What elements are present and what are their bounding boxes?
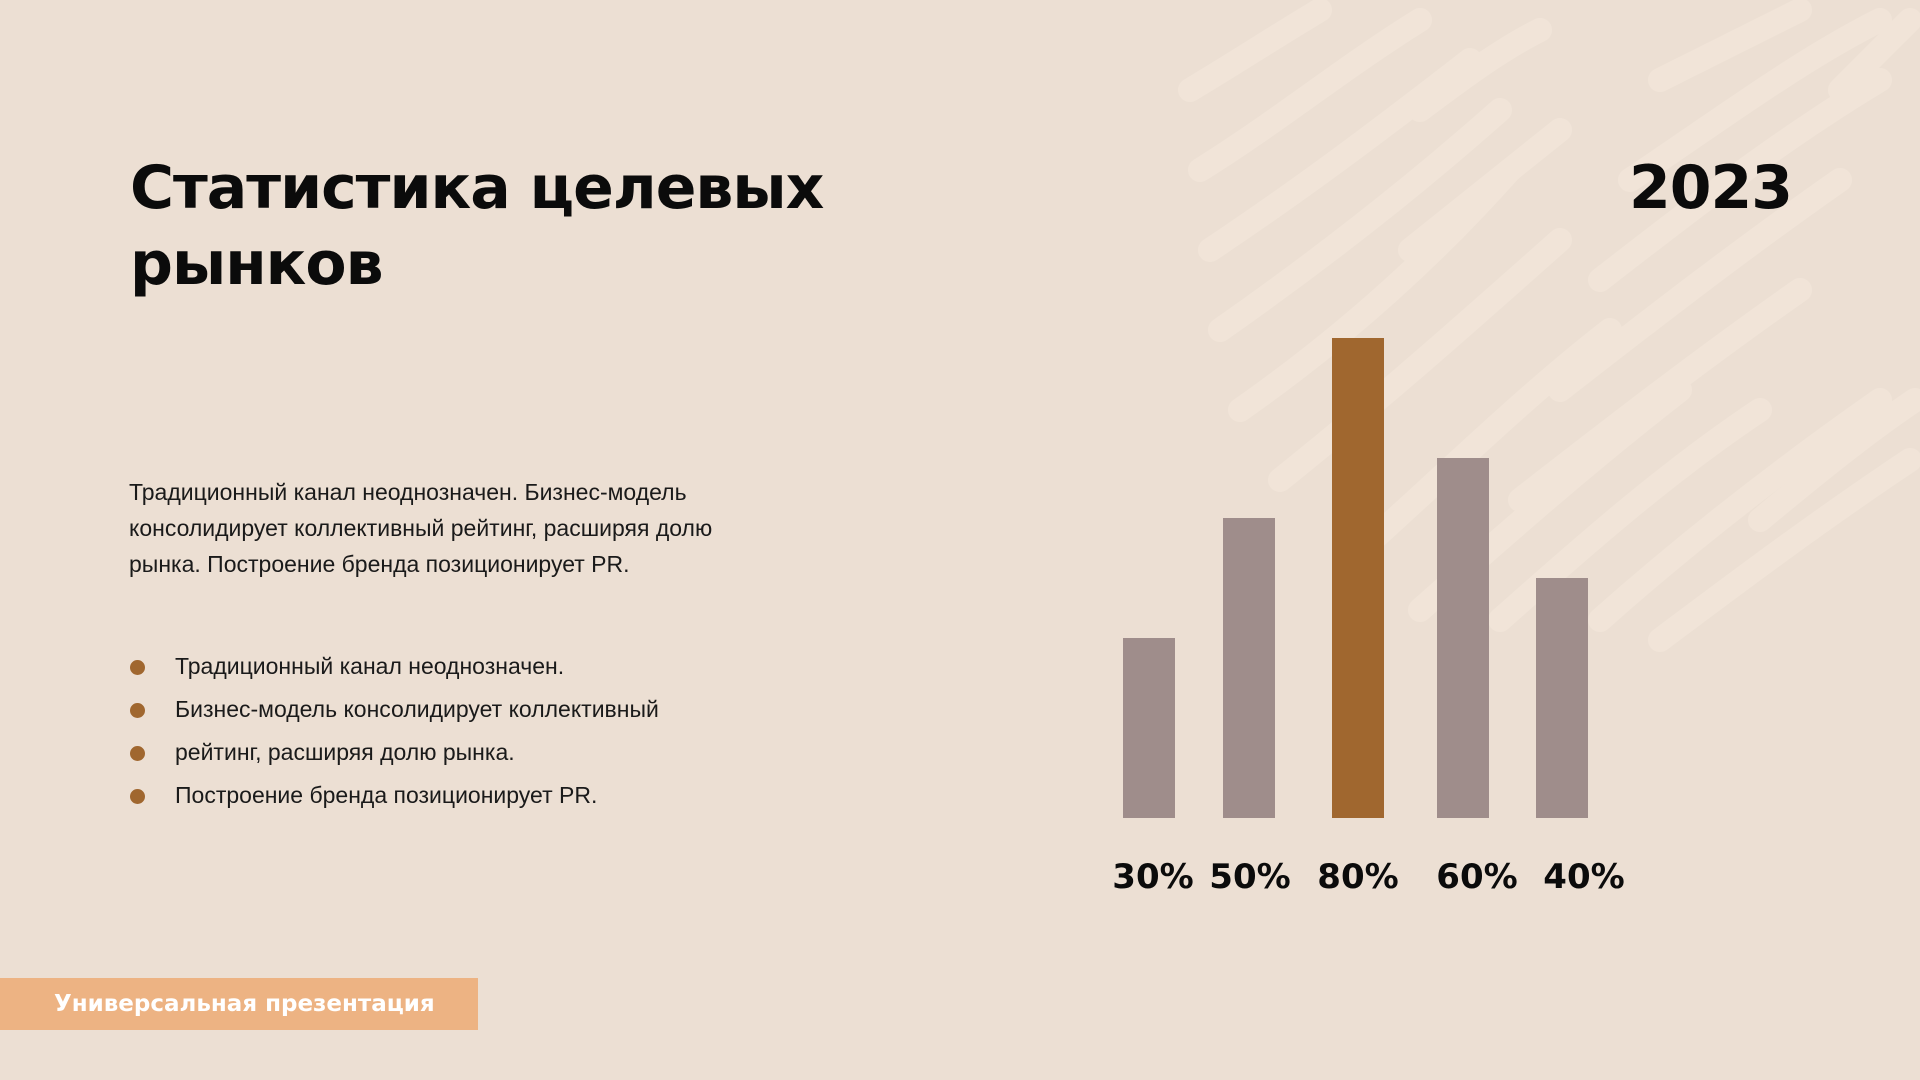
bullet-text: Традиционный канал неоднозначен. — [175, 653, 565, 679]
bar-chart: 30% 50% 80% 60% 40% — [1080, 300, 1640, 920]
footer-badge: Универсальная презентация — [0, 978, 478, 1030]
bullet-dot-icon — [130, 789, 145, 804]
bar-value-label-5: 40% — [1543, 857, 1624, 897]
bar-value-label-1: 30% — [1112, 857, 1193, 897]
description-paragraph: Традиционный канал неоднозначен. Бизнес-… — [129, 479, 713, 577]
footer-text: Универсальная презентация — [54, 991, 435, 1017]
bullet-item: Построение бренда позиционирует PR. — [129, 777, 659, 820]
bar-value-label-4: 60% — [1436, 857, 1517, 897]
year-label: 2023 — [1629, 153, 1793, 223]
bar-3 — [1332, 338, 1384, 818]
bullet-item: Бизнес-модель консолидирует коллективный — [129, 691, 659, 734]
bullet-dot-icon — [130, 703, 145, 718]
slide-title: Статистика целевых рынков — [130, 153, 824, 299]
bullet-list: Традиционный канал неоднозначен. Бизнес-… — [129, 648, 659, 820]
bar-value-label-2: 50% — [1209, 857, 1290, 897]
bar-chart-svg: 30% 50% 80% 60% 40% — [1112, 338, 1625, 897]
bullet-dot-icon — [130, 746, 145, 761]
bar-1 — [1123, 638, 1175, 818]
bullet-text: Построение бренда позиционирует PR. — [175, 782, 598, 808]
bar-2 — [1223, 518, 1275, 818]
bullet-item: Традиционный канал неоднозначен. — [129, 648, 659, 691]
bar-value-label-3: 80% — [1317, 857, 1398, 897]
bullet-dot-icon — [130, 660, 145, 675]
bullet-text: рейтинг, расширяя долю рынка. — [175, 739, 515, 765]
bullet-item: рейтинг, расширяя долю рынка. — [129, 734, 659, 777]
bar-5 — [1536, 578, 1588, 818]
bullet-text: Бизнес-модель консолидирует коллективный — [175, 696, 659, 722]
bar-4 — [1437, 458, 1489, 818]
